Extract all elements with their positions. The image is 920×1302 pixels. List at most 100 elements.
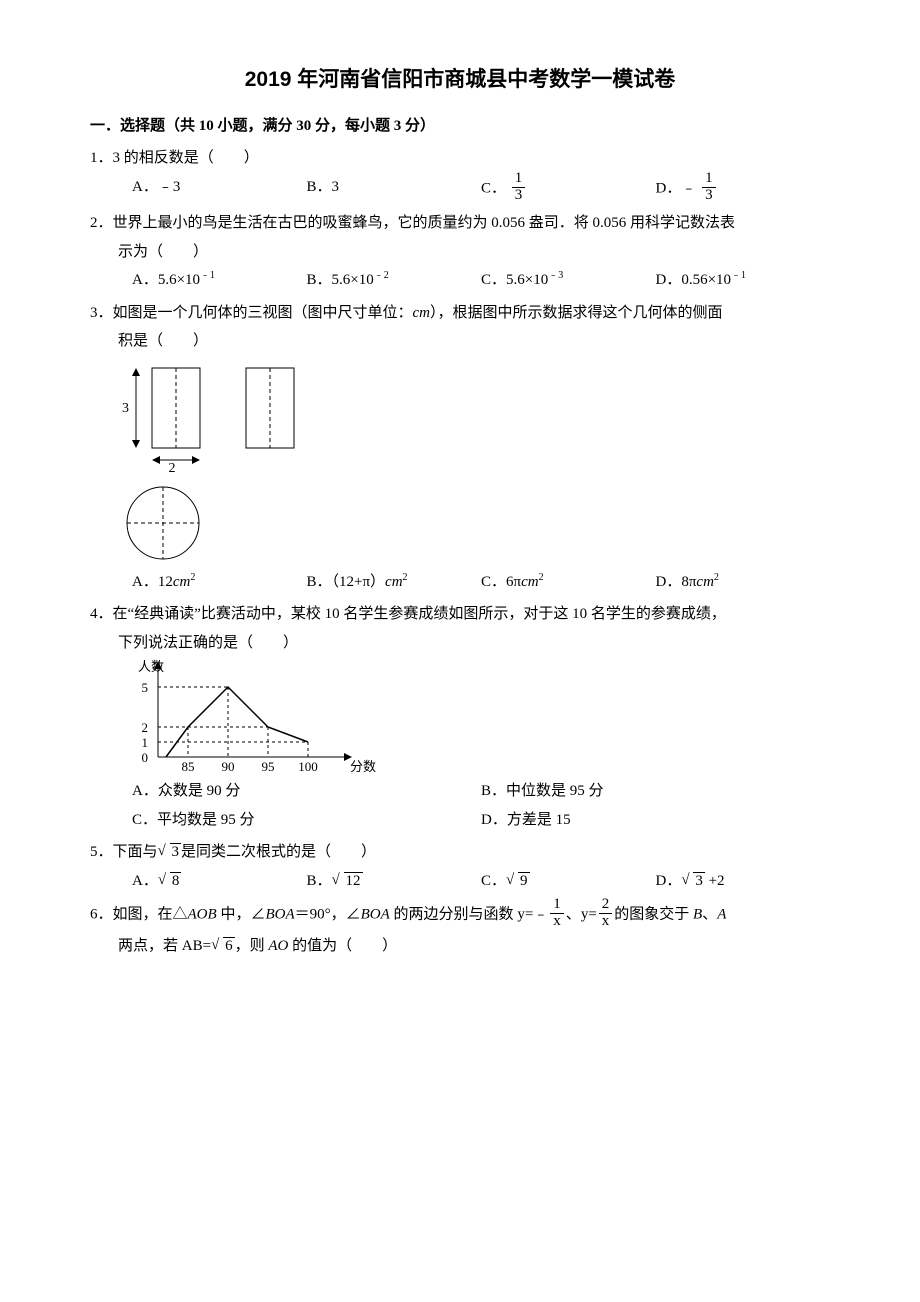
q6-neg: ﹣ bbox=[533, 907, 548, 923]
q4-option-C: C．平均数是 95 分 bbox=[132, 806, 481, 835]
sqrt-icon: 12 bbox=[332, 867, 363, 896]
q2-C-exp: ﹣3 bbox=[548, 270, 563, 281]
sqrt-icon: 3 bbox=[158, 838, 182, 867]
section-header: 一．选择题（共 10 小题，满分 30 分，每小题 3 分） bbox=[90, 112, 830, 141]
q1-D-num: 1 bbox=[702, 171, 716, 188]
q4-option-A: A．众数是 90 分 bbox=[132, 777, 481, 806]
q3-B-pre: B．（12+π） bbox=[307, 574, 386, 590]
q6-l1f: BOA bbox=[361, 907, 390, 923]
q3-l1a: 3．如图是一个几何体的三视图（图中尺寸单位： bbox=[90, 305, 413, 321]
q2-D-exp: ﹣1 bbox=[731, 270, 746, 281]
q6-y1: y= bbox=[517, 907, 533, 923]
q1-D-prefix: D．﹣ bbox=[656, 181, 697, 197]
q6-l1k: A bbox=[717, 907, 726, 923]
sqrt-icon: 3 bbox=[681, 867, 705, 896]
q6-l1d: BOA bbox=[265, 907, 294, 923]
q5-C-pre: C． bbox=[481, 873, 506, 889]
q6-l1j: 、 bbox=[702, 907, 717, 923]
q3-B-exp: 2 bbox=[403, 572, 408, 583]
q2-A-exp: ﹣1 bbox=[200, 270, 215, 281]
q6-l1e: ＝90°，∠ bbox=[295, 907, 361, 923]
fraction-icon: 1 3 bbox=[702, 171, 716, 204]
q3-option-A: A．12cm2 bbox=[132, 568, 307, 597]
svg-text:5: 5 bbox=[142, 680, 149, 695]
sqrt-icon: 9 bbox=[506, 867, 530, 896]
q1-C-prefix: C． bbox=[481, 181, 506, 197]
q1-C-den: 3 bbox=[512, 188, 526, 204]
q3-option-B: B．（12+π）cm2 bbox=[307, 568, 482, 597]
q3-l1b: cm bbox=[413, 305, 431, 321]
question-4: 4．在“经典诵读”比赛活动中，某校 10 名学生参赛成绩如图所示，对于这 10 … bbox=[90, 600, 830, 834]
q1-option-D: D．﹣ 1 3 bbox=[656, 173, 831, 206]
page-title: 2019 年河南省信阳市商城县中考数学一模试卷 bbox=[90, 60, 830, 100]
q1-option-A: A．﹣3 bbox=[132, 173, 307, 206]
q6-l1h: 的图象交于 bbox=[614, 907, 693, 923]
q6-l2b: AB= bbox=[182, 938, 211, 954]
q6-l1b: AOB bbox=[188, 907, 217, 923]
q1-options: A．﹣3 B．3 C． 1 3 D．﹣ 1 3 bbox=[90, 173, 830, 206]
q2-options: A．5.6×10﹣1 B．5.6×10﹣2 C．5.6×10﹣3 D．0.56×… bbox=[90, 266, 830, 295]
q5-D-suf: +2 bbox=[705, 873, 725, 889]
q5-C-rad: 9 bbox=[518, 872, 530, 890]
q6-mid: 、 bbox=[566, 907, 581, 923]
q6-y2: y= bbox=[581, 907, 597, 923]
q3-A-exp: 2 bbox=[190, 572, 195, 583]
q5-option-C: C． 9 bbox=[481, 867, 656, 896]
svg-text:85: 85 bbox=[182, 759, 195, 774]
q6-l2a: 两点，若 bbox=[118, 938, 182, 954]
question-5: 5．下面与3是同类二次根式的是（ ） A．8 B．12 C．9 D．3 +2 bbox=[90, 838, 830, 895]
q2-C-pre: C．5.6×10 bbox=[481, 272, 548, 288]
question-6: 6．如图，在△AOB 中，∠BOA＝90°，∠BOA 的两边分别与函数 y=﹣1… bbox=[90, 899, 830, 960]
q4-line2: 下列说法正确的是（ ） bbox=[90, 629, 830, 658]
q5-B-pre: B． bbox=[307, 873, 332, 889]
q2-line1: 2．世界上最小的鸟是生活在古巴的吸蜜蜂鸟，它的质量约为 0.056 盎司．将 0… bbox=[90, 209, 830, 238]
q3-l1c: ），根据图中所示数据求得这个几何体的侧面 bbox=[430, 305, 723, 321]
fraction-icon: 1 3 bbox=[512, 171, 526, 204]
q3-options: A．12cm2 B．（12+π）cm2 C．6πcm2 D．8πcm2 bbox=[90, 568, 830, 597]
q3-D-exp: 2 bbox=[714, 572, 719, 583]
q6-y1n: 1 bbox=[550, 897, 564, 914]
q3-label-2: 2 bbox=[169, 461, 176, 472]
q3-D-pre: D．8π bbox=[656, 574, 697, 590]
q5-option-B: B． 12 bbox=[307, 867, 482, 896]
sqrt-icon: 6 bbox=[211, 932, 235, 961]
svg-text:95: 95 bbox=[262, 759, 275, 774]
q2-option-D: D．0.56×10﹣1 bbox=[656, 266, 831, 295]
q6-y1d: x bbox=[550, 914, 564, 930]
q2-option-B: B．5.6×10﹣2 bbox=[307, 266, 482, 295]
q3-option-D: D．8πcm2 bbox=[656, 568, 831, 597]
q3-line1: 3．如图是一个几何体的三视图（图中尺寸单位：cm），根据图中所示数据求得这个几何… bbox=[90, 299, 830, 328]
q5-stem-b: 是同类二次根式的是（ ） bbox=[181, 844, 376, 860]
q6-l2c: ，则 bbox=[235, 938, 269, 954]
question-2: 2．世界上最小的鸟是生活在古巴的吸蜜蜂鸟，它的质量约为 0.056 盎司．将 0… bbox=[90, 209, 830, 295]
svg-text:0: 0 bbox=[142, 750, 149, 765]
q6-y2n: 2 bbox=[599, 897, 613, 914]
q6-l1g: 的两边分别与函数 bbox=[390, 907, 518, 923]
question-3: 3．如图是一个几何体的三视图（图中尺寸单位：cm），根据图中所示数据求得这个几何… bbox=[90, 299, 830, 597]
q6-y2d: x bbox=[599, 914, 613, 930]
q3-D-unit: cm bbox=[696, 574, 714, 590]
svg-text:1: 1 bbox=[142, 735, 149, 750]
q3-top-view-icon bbox=[118, 478, 208, 568]
q5-B-rad: 12 bbox=[344, 872, 363, 890]
q2-line2: 示为（ ） bbox=[90, 238, 830, 267]
q4-option-D: D．方差是 15 bbox=[481, 806, 830, 835]
q2-option-C: C．5.6×10﹣3 bbox=[481, 266, 656, 295]
q5-D-pre: D． bbox=[656, 873, 682, 889]
fraction-icon: 1x bbox=[550, 897, 564, 930]
q3-option-C: C．6πcm2 bbox=[481, 568, 656, 597]
q3-figure-row: 3 2 bbox=[90, 362, 830, 472]
sqrt-icon: 8 bbox=[158, 867, 182, 896]
q6-l2rad: 6 bbox=[223, 937, 235, 955]
q2-B-pre: B．5.6×10 bbox=[307, 272, 374, 288]
question-1: 1．3 的相反数是（ ） A．﹣3 B．3 C． 1 3 D．﹣ 1 3 bbox=[90, 144, 830, 205]
svg-text:90: 90 bbox=[222, 759, 235, 774]
q6-l2e: 的值为（ ） bbox=[288, 938, 397, 954]
q4-option-B: B．中位数是 95 分 bbox=[481, 777, 830, 806]
q3-C-pre: C．6π bbox=[481, 574, 521, 590]
q4-ytitle: 人数 bbox=[138, 659, 164, 674]
q3-front-view-icon: 3 2 bbox=[118, 362, 218, 472]
q1-C-num: 1 bbox=[512, 171, 526, 188]
q1-stem: 1．3 的相反数是（ ） bbox=[90, 144, 830, 173]
svg-text:2: 2 bbox=[142, 720, 149, 735]
